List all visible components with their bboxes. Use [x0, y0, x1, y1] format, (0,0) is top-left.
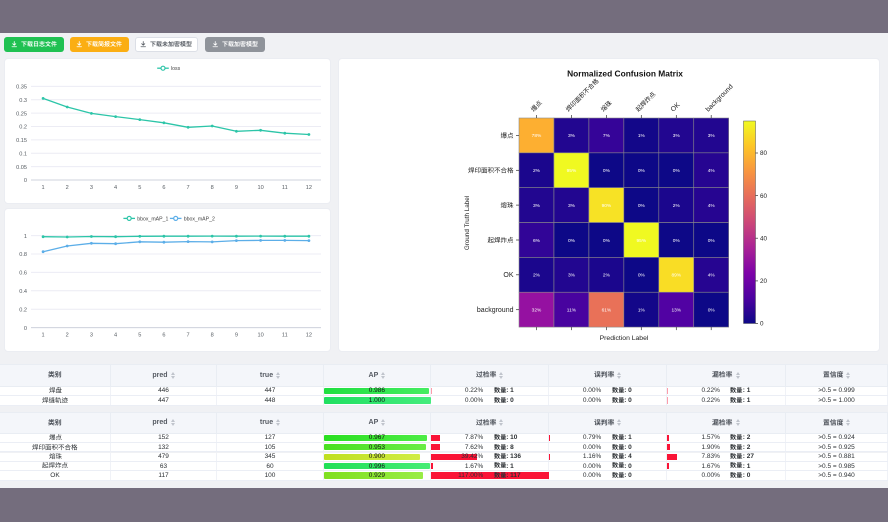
svg-text:0: 0	[24, 178, 27, 184]
svg-text:Ground Truth Label: Ground Truth Label	[464, 196, 471, 250]
svg-text:7%: 7%	[602, 133, 610, 139]
svg-text:2%: 2%	[533, 168, 541, 174]
svg-text:90%: 90%	[601, 203, 611, 209]
svg-text:80: 80	[760, 150, 768, 157]
svg-text:Prediction Label: Prediction Label	[599, 335, 648, 342]
svg-text:89%: 89%	[671, 273, 681, 279]
svg-text:0%: 0%	[707, 307, 715, 313]
svg-text:12: 12	[306, 333, 312, 339]
svg-text:0.05: 0.05	[16, 165, 27, 171]
svg-text:61%: 61%	[601, 307, 611, 313]
svg-text:bbox_mAP_2: bbox_mAP_2	[184, 216, 215, 222]
svg-text:0%: 0%	[672, 168, 680, 174]
svg-text:4: 4	[114, 185, 117, 191]
svg-text:13%: 13%	[671, 307, 681, 313]
svg-text:0%: 0%	[637, 168, 645, 174]
svg-text:0%: 0%	[567, 238, 575, 244]
svg-text:0.25: 0.25	[16, 111, 27, 117]
svg-text:40: 40	[760, 235, 768, 242]
svg-text:6: 6	[162, 185, 165, 191]
svg-text:2%: 2%	[672, 203, 680, 209]
svg-text:7: 7	[187, 333, 190, 339]
svg-text:0.15: 0.15	[16, 138, 27, 144]
svg-text:4%: 4%	[707, 168, 715, 174]
svg-text:1%: 1%	[637, 133, 645, 139]
svg-text:0: 0	[760, 321, 764, 328]
svg-text:0%: 0%	[602, 238, 610, 244]
svg-text:9: 9	[235, 333, 238, 339]
svg-text:0.8: 0.8	[19, 252, 27, 258]
svg-text:60: 60	[760, 193, 768, 200]
svg-text:4%: 4%	[707, 273, 715, 279]
svg-text:0.2: 0.2	[19, 125, 27, 131]
svg-text:2%: 2%	[602, 273, 610, 279]
svg-text:95%: 95%	[566, 168, 576, 174]
svg-text:0%: 0%	[637, 273, 645, 279]
svg-text:3: 3	[90, 185, 93, 191]
svg-text:9: 9	[235, 185, 238, 191]
svg-text:1: 1	[42, 333, 45, 339]
svg-text:0.6: 0.6	[19, 271, 27, 277]
svg-text:32%: 32%	[531, 307, 541, 313]
svg-text:0.1: 0.1	[19, 152, 27, 158]
svg-text:5: 5	[138, 333, 141, 339]
svg-text:OK: OK	[669, 101, 681, 113]
svg-text:loss: loss	[171, 66, 181, 72]
svg-text:0.4: 0.4	[19, 289, 27, 295]
svg-text:0.3: 0.3	[19, 98, 27, 104]
svg-text:11%: 11%	[566, 307, 576, 313]
svg-text:3: 3	[90, 333, 93, 339]
svg-text:0%: 0%	[602, 168, 610, 174]
svg-text:bbox_mAP_1: bbox_mAP_1	[137, 216, 168, 222]
svg-text:4: 4	[114, 333, 117, 339]
svg-text:11: 11	[282, 333, 288, 339]
svg-text:3%: 3%	[672, 133, 680, 139]
svg-text:1: 1	[24, 234, 27, 240]
svg-text:OK: OK	[503, 272, 513, 279]
svg-text:3%: 3%	[567, 273, 575, 279]
svg-text:background: background	[476, 307, 513, 314]
svg-text:2: 2	[66, 185, 69, 191]
svg-text:3%: 3%	[707, 133, 715, 139]
svg-text:Normalized Confusion Matrix: Normalized Confusion Matrix	[567, 69, 683, 79]
svg-text:4%: 4%	[707, 203, 715, 209]
svg-text:background: background	[704, 83, 734, 113]
svg-text:2: 2	[66, 333, 69, 339]
svg-text:7: 7	[187, 185, 190, 191]
svg-text:12: 12	[306, 185, 312, 191]
svg-text:6: 6	[162, 333, 165, 339]
svg-text:20: 20	[760, 278, 768, 285]
svg-text:95%: 95%	[636, 238, 646, 244]
svg-text:6%: 6%	[533, 238, 541, 244]
svg-text:78%: 78%	[531, 133, 541, 139]
svg-text:10: 10	[257, 185, 263, 191]
svg-text:3%: 3%	[567, 133, 575, 139]
svg-text:0.35: 0.35	[16, 85, 27, 91]
svg-text:3%: 3%	[567, 203, 575, 209]
svg-text:1%: 1%	[637, 307, 645, 313]
svg-text:0%: 0%	[637, 203, 645, 209]
svg-text:1: 1	[42, 185, 45, 191]
svg-text:0.2: 0.2	[19, 307, 27, 313]
svg-text:0%: 0%	[672, 238, 680, 244]
svg-text:0%: 0%	[707, 238, 715, 244]
svg-text:8: 8	[211, 185, 214, 191]
svg-text:3%: 3%	[533, 203, 541, 209]
svg-text:10: 10	[257, 333, 263, 339]
svg-text:8: 8	[211, 333, 214, 339]
svg-text:11: 11	[282, 185, 288, 191]
svg-text:0: 0	[24, 326, 27, 332]
svg-text:2%: 2%	[533, 273, 541, 279]
svg-text:5: 5	[138, 185, 141, 191]
